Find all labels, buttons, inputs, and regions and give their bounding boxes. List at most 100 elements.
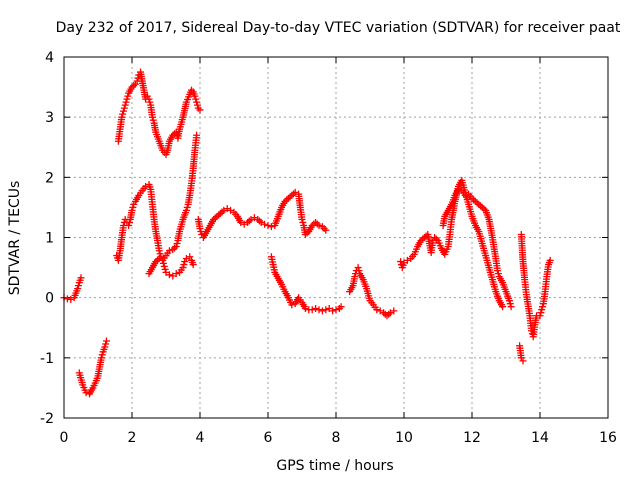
data-point bbox=[499, 303, 507, 311]
data-point bbox=[74, 285, 82, 293]
data-point bbox=[337, 303, 345, 311]
data-point-sample bbox=[124, 92, 132, 100]
data-point-sample bbox=[146, 98, 154, 106]
data-point bbox=[301, 304, 309, 312]
data-point bbox=[82, 389, 90, 397]
data-point bbox=[461, 191, 469, 199]
data-point-sample bbox=[180, 261, 188, 269]
data-point-sample bbox=[119, 110, 127, 118]
y-tick-label: -2 bbox=[40, 411, 54, 427]
chart-title: Day 232 of 2017, Sidereal Day-to-day VTE… bbox=[56, 20, 621, 36]
y-tick-label: 3 bbox=[45, 110, 54, 126]
series-4 bbox=[145, 131, 201, 278]
data-point bbox=[165, 271, 173, 279]
series-7 bbox=[346, 264, 398, 320]
data-point bbox=[322, 226, 330, 234]
y-tick-label: -1 bbox=[40, 351, 54, 367]
data-point bbox=[189, 261, 197, 269]
data-marks bbox=[60, 68, 554, 398]
data-point-sample bbox=[159, 259, 167, 267]
data-point bbox=[186, 253, 194, 261]
x-tick-label: 6 bbox=[264, 430, 273, 446]
x-ticks: 0 2 4 6 8 10 12 14 16 bbox=[60, 57, 617, 446]
data-point-sample bbox=[245, 217, 253, 225]
data-point bbox=[538, 306, 546, 314]
data-point bbox=[288, 301, 296, 309]
data-point-sample bbox=[98, 351, 106, 359]
x-tick-label: 14 bbox=[531, 430, 549, 446]
x-tick-label: 10 bbox=[395, 430, 413, 446]
data-point bbox=[77, 274, 85, 282]
y-tick-label: 0 bbox=[45, 291, 54, 307]
data-point bbox=[332, 306, 340, 314]
series-2 bbox=[114, 68, 204, 158]
data-point bbox=[172, 243, 180, 251]
data-point-sample bbox=[122, 98, 130, 106]
y-axis-label: SDTVAR / TECUs bbox=[7, 181, 23, 296]
data-point bbox=[298, 215, 306, 223]
x-tick-label: 16 bbox=[599, 430, 617, 446]
data-point-sample bbox=[129, 203, 137, 211]
data-point bbox=[179, 264, 187, 272]
data-point-sample bbox=[193, 101, 201, 109]
data-point bbox=[373, 306, 381, 314]
data-point-sample bbox=[506, 300, 514, 308]
data-point bbox=[322, 306, 330, 314]
series-5 bbox=[194, 188, 330, 241]
data-point bbox=[145, 95, 153, 103]
data-point bbox=[397, 258, 405, 266]
x-tick-label: 4 bbox=[196, 430, 205, 446]
data-point bbox=[315, 306, 323, 314]
data-point-sample bbox=[120, 104, 128, 112]
data-point bbox=[546, 256, 554, 264]
data-point bbox=[318, 307, 326, 315]
x-tick-label: 12 bbox=[463, 430, 481, 446]
data-point-sample bbox=[183, 203, 191, 211]
data-point bbox=[536, 312, 544, 320]
data-point-sample bbox=[355, 267, 363, 275]
plot-frame bbox=[63, 56, 609, 419]
data-point-sample bbox=[149, 116, 157, 124]
data-point bbox=[308, 306, 316, 314]
data-point-sample bbox=[134, 74, 142, 82]
data-point bbox=[196, 106, 204, 114]
data-point bbox=[120, 107, 127, 115]
data-point bbox=[121, 101, 129, 109]
data-point bbox=[494, 267, 501, 275]
x-tick-label: 8 bbox=[332, 430, 341, 446]
data-point bbox=[128, 206, 136, 214]
data-point-sample bbox=[173, 240, 181, 248]
data-point bbox=[123, 95, 131, 103]
data-point bbox=[118, 113, 126, 121]
data-point bbox=[191, 92, 199, 100]
data-point bbox=[193, 98, 201, 106]
series-6 bbox=[267, 253, 345, 315]
data-point bbox=[312, 304, 320, 312]
data-point-sample bbox=[74, 282, 82, 290]
data-point bbox=[519, 357, 527, 365]
data-point bbox=[101, 343, 109, 351]
data-point bbox=[125, 221, 133, 229]
data-point-sample bbox=[192, 95, 200, 103]
data-point bbox=[454, 185, 462, 193]
data-point bbox=[267, 223, 275, 231]
grid-lines bbox=[64, 57, 608, 418]
data-point bbox=[261, 220, 269, 228]
data-point bbox=[196, 224, 204, 232]
data-point bbox=[172, 270, 180, 278]
data-point bbox=[148, 113, 156, 121]
data-point-sample bbox=[161, 265, 169, 273]
data-point bbox=[182, 206, 190, 214]
series-0 bbox=[60, 274, 85, 303]
data-point-sample bbox=[385, 310, 393, 318]
y-tick-label: 4 bbox=[45, 50, 54, 66]
data-point bbox=[507, 303, 515, 311]
data-point bbox=[354, 264, 362, 272]
data-point bbox=[505, 297, 513, 305]
series-10 bbox=[516, 342, 527, 365]
data-point-sample bbox=[299, 218, 307, 226]
data-point bbox=[193, 131, 201, 139]
data-point-sample bbox=[537, 309, 545, 317]
y-tick-label: 2 bbox=[45, 170, 54, 186]
